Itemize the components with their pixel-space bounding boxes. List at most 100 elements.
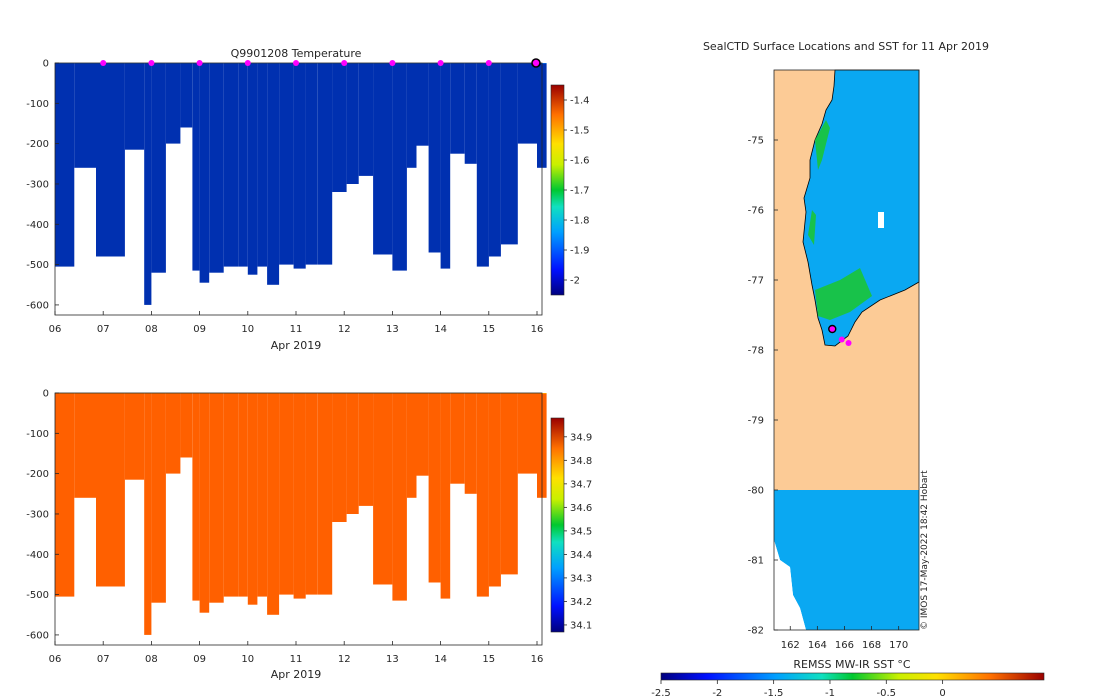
profile-column — [238, 63, 248, 267]
y-tick-label: -500 — [26, 590, 49, 601]
y-tick-label: -200 — [26, 139, 49, 150]
profile-column — [392, 63, 407, 271]
y-tick-label: -400 — [26, 550, 49, 561]
profile-column — [124, 393, 145, 480]
profile-column — [332, 393, 347, 522]
y-tick-label: -500 — [26, 260, 49, 271]
map-y-ticks: -75 -76 -77 -78 -79 -80 -81 -82 — [748, 136, 778, 637]
colorbar-tick-label: -1.9 — [570, 246, 590, 257]
x-tick-label: 13 — [386, 654, 399, 665]
map-colorbar-tick-label: -1 — [825, 688, 835, 699]
map-x-tick-label: 168 — [862, 640, 881, 651]
profile-column — [500, 393, 518, 575]
surface-marker — [341, 60, 348, 66]
profile-column — [440, 63, 451, 269]
y-tick-label: -600 — [26, 630, 49, 641]
profile-column — [293, 393, 306, 599]
surface-marker — [485, 60, 492, 66]
map-colorbar-label: REMSS MW-IR SST °C — [793, 658, 911, 671]
map-title: SealCTD Surface Locations and SST for 11… — [703, 40, 989, 53]
seal-location — [838, 336, 845, 343]
profile-column — [151, 63, 166, 273]
temperature-xlabel: Apr 2019 — [271, 339, 322, 352]
missing-data-patch — [774, 540, 806, 630]
profile-column — [74, 63, 96, 168]
map-colorbar-tick-label: -1.5 — [764, 688, 784, 699]
profile-column — [488, 393, 501, 587]
profile-column — [96, 63, 108, 257]
temperature-x-ticks: 06 07 08 09 10 11 12 13 14 15 16 — [49, 311, 543, 335]
profile-column — [192, 63, 200, 271]
profile-column — [428, 393, 441, 583]
profile-column — [223, 63, 239, 267]
x-tick-label: 12 — [338, 324, 351, 335]
map-y-tick-label: -80 — [748, 486, 764, 497]
profile-column — [392, 393, 407, 601]
colorbar-tick-label: -1.8 — [570, 216, 590, 227]
temperature-colorbar-ticks: -1.4 -1.5 -1.6 -1.7 -1.8 -1.9 -2 — [564, 96, 590, 287]
x-tick-label: 10 — [241, 654, 254, 665]
profile-column — [279, 63, 294, 265]
surface-markers — [100, 58, 541, 68]
profile-column — [305, 63, 318, 265]
colorbar-tick-label: 34.9 — [570, 432, 592, 443]
x-tick-label: 15 — [482, 654, 495, 665]
profile-column — [450, 393, 465, 484]
temperature-title: Q9901208 Temperature — [231, 47, 362, 60]
salinity-colorbar — [550, 417, 565, 633]
temperature-profiles — [55, 63, 547, 305]
x-tick-label: 09 — [193, 324, 206, 335]
colorbar-tick-label: 34.3 — [570, 573, 592, 584]
profile-column — [247, 63, 258, 275]
profile-column — [440, 393, 451, 599]
colorbar-tick-label: 34.6 — [570, 503, 592, 514]
map-colorbar-tick-label: -2 — [712, 688, 722, 699]
profile-column — [464, 393, 477, 494]
y-tick-label: -400 — [26, 220, 49, 231]
profile-column — [124, 63, 145, 150]
colorbar-tick-label: 34.2 — [570, 597, 592, 608]
profile-column — [74, 393, 96, 498]
profile-column — [517, 63, 537, 144]
surface-marker — [293, 60, 299, 66]
surface-marker — [148, 60, 155, 66]
salinity-axes-box — [54, 392, 543, 646]
coastal-sst-strip — [815, 120, 830, 170]
coastal-sst-strip — [808, 210, 816, 245]
profile-column — [305, 393, 318, 595]
x-tick-label: 06 — [49, 654, 62, 665]
profile-column — [180, 393, 193, 458]
map-y-tick-label: -82 — [748, 626, 764, 637]
profile-column — [209, 63, 224, 273]
profile-column — [267, 393, 280, 615]
profile-column — [199, 63, 210, 283]
temperature-y-ticks: 0 -100 -200 -300 -400 -500 -600 — [26, 59, 59, 311]
salinity-colorbar-ticks: 34.9 34.8 34.7 34.6 34.5 34.4 34.3 34.2 34.1 — [564, 432, 592, 631]
profile-column — [199, 393, 210, 613]
colorbar-tick-label: 34.1 — [570, 620, 592, 631]
surface-marker — [437, 60, 444, 66]
salinity-x-ticks: 06 07 08 09 10 11 12 13 14 15 16 — [49, 641, 543, 665]
profile-column — [180, 63, 193, 128]
profile-column — [346, 63, 359, 184]
y-tick-label: -600 — [26, 300, 49, 311]
map-x-tick-label: 170 — [889, 640, 908, 651]
x-tick-label: 08 — [145, 324, 158, 335]
profile-column — [358, 63, 374, 176]
profile-column — [151, 393, 166, 603]
x-tick-label: 14 — [434, 324, 447, 335]
map-y-tick-label: -79 — [748, 416, 764, 427]
profile-column — [373, 63, 393, 255]
surface-marker — [196, 60, 203, 66]
profile-column — [267, 63, 280, 285]
x-tick-label: 11 — [290, 654, 303, 665]
map-x-ticks: 162 164 166 168 170 — [781, 626, 908, 651]
y-tick-label: 0 — [43, 59, 49, 70]
profile-column — [55, 393, 75, 597]
profile-column — [476, 393, 489, 597]
profile-column — [257, 63, 267, 267]
temperature-panel: Q9901208 Temperature 06 07 08 09 10 11 12 13 14 1… — [26, 47, 589, 352]
salinity-y-ticks: 0 -100 -200 -300 -400 -500 -600 — [26, 389, 59, 641]
colorbar-tick-label: -1.7 — [570, 186, 590, 197]
salinity-panel: 06 07 08 09 10 11 12 13 14 15 16 0 -100 -200 -300 -400… — [26, 389, 592, 682]
